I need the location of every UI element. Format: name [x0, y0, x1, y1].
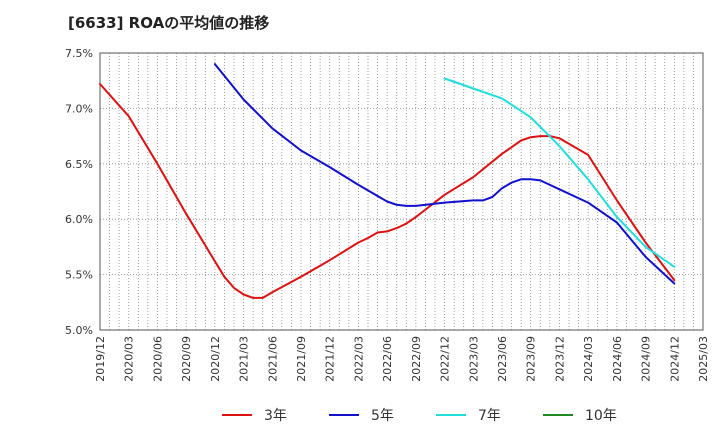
x-tick-label: 2024/09 [640, 336, 653, 382]
x-tick-label: 2020/03 [123, 336, 136, 382]
x-tick-label: 2021/09 [295, 336, 308, 382]
x-tick-label: 2025/03 [697, 336, 710, 382]
x-tick-label: 2023/06 [496, 336, 509, 382]
x-tick-label: 2021/12 [324, 336, 337, 382]
x-tick-label: 2024/03 [582, 336, 595, 382]
x-tick-label: 2020/06 [151, 336, 164, 382]
series-line-7年 [443, 77, 676, 268]
series-line-3年 [99, 83, 676, 299]
x-tick-label: 2023/09 [525, 336, 538, 382]
x-tick-label: 2019/12 [94, 336, 107, 382]
x-tick-label: 2024/06 [611, 336, 624, 382]
x-tick-label: 2020/12 [209, 336, 222, 382]
chart-title: [6633] ROAの平均値の推移 [68, 14, 270, 32]
plot-area [100, 53, 703, 330]
legend-label: 7年 [478, 408, 501, 424]
y-tick-label: 7.0% [65, 102, 93, 115]
x-tick-label: 2021/06 [266, 336, 279, 382]
y-tick-label: 5.0% [65, 324, 93, 337]
x-tick-label: 2020/09 [180, 336, 193, 382]
x-tick-label: 2022/12 [439, 336, 452, 382]
y-tick-label: 7.5% [65, 47, 93, 60]
y-tick-label: 6.0% [65, 213, 93, 226]
x-tick-label: 2021/03 [238, 336, 251, 382]
legend-label: 10年 [585, 408, 617, 424]
plot-frame [99, 52, 704, 331]
y-tick-label: 5.5% [65, 269, 93, 282]
x-tick-label: 2022/09 [410, 336, 423, 382]
x-tick-label: 2023/12 [553, 336, 566, 382]
legend-label: 5年 [371, 408, 394, 424]
y-tick-label: 6.5% [65, 158, 93, 171]
series-line-5年 [213, 63, 676, 285]
x-tick-label: 2023/03 [467, 336, 480, 382]
x-tick-label: 2022/03 [352, 336, 365, 382]
x-tick-label: 2022/06 [381, 336, 394, 382]
x-tick-label: 2024/12 [668, 336, 681, 382]
legend-label: 3年 [264, 408, 287, 424]
